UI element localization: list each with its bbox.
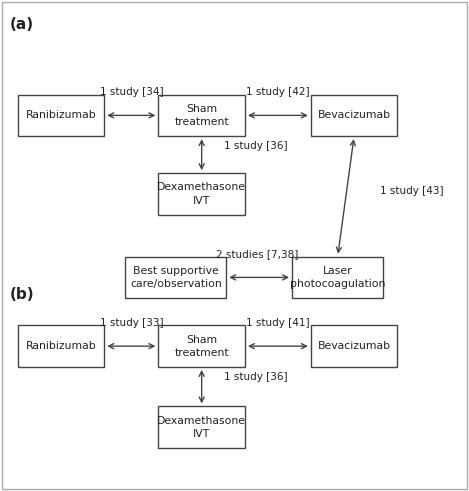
Text: 1 study [42]: 1 study [42]	[246, 87, 310, 97]
Text: 1 study [36]: 1 study [36]	[224, 141, 288, 151]
Text: (b): (b)	[9, 287, 34, 302]
Bar	[158, 326, 245, 367]
Text: Sham
treatment: Sham treatment	[174, 104, 229, 127]
Bar	[126, 256, 226, 299]
Text: Ranibizumab: Ranibizumab	[26, 110, 96, 120]
Bar	[158, 407, 245, 448]
Text: 1 study [34]: 1 study [34]	[100, 87, 164, 97]
Text: Laser
photocoagulation: Laser photocoagulation	[290, 266, 386, 289]
Text: Sham
treatment: Sham treatment	[174, 334, 229, 358]
Text: 1 study [41]: 1 study [41]	[246, 318, 310, 328]
Bar	[310, 326, 397, 367]
Bar	[18, 95, 104, 136]
Bar	[310, 95, 397, 136]
Bar	[18, 326, 104, 367]
Text: Best supportive
care/observation: Best supportive care/observation	[130, 266, 222, 289]
Text: (a): (a)	[9, 17, 33, 32]
Text: Ranibizumab: Ranibizumab	[26, 341, 96, 351]
Bar	[158, 95, 245, 136]
Bar	[158, 173, 245, 215]
Text: 1 study [43]: 1 study [43]	[380, 187, 444, 196]
Bar	[292, 256, 383, 299]
Text: 1 study [36]: 1 study [36]	[224, 372, 288, 382]
Text: 1 study [33]: 1 study [33]	[100, 318, 164, 328]
Text: 2 studies [7,38]: 2 studies [7,38]	[216, 249, 298, 259]
Text: Bevacizumab: Bevacizumab	[318, 341, 391, 351]
Text: Dexamethasone
IVT: Dexamethasone IVT	[157, 415, 246, 439]
Text: Dexamethasone
IVT: Dexamethasone IVT	[157, 182, 246, 206]
Text: Bevacizumab: Bevacizumab	[318, 110, 391, 120]
